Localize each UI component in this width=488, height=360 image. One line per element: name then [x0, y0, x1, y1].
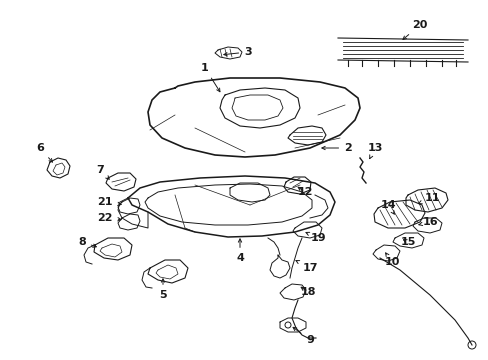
Text: 3: 3: [224, 47, 251, 57]
Text: 7: 7: [96, 165, 109, 179]
Text: 15: 15: [400, 237, 415, 247]
Text: 19: 19: [305, 232, 325, 243]
Text: 14: 14: [379, 200, 395, 214]
Text: 22: 22: [97, 213, 121, 223]
Text: 12: 12: [297, 187, 312, 197]
Text: 21: 21: [97, 197, 121, 207]
Text: 1: 1: [201, 63, 220, 92]
Text: 9: 9: [292, 327, 313, 345]
Text: 18: 18: [300, 287, 315, 297]
Text: 6: 6: [36, 143, 52, 162]
Text: 4: 4: [236, 239, 244, 263]
Text: 13: 13: [366, 143, 382, 159]
Text: 20: 20: [402, 20, 427, 40]
Text: 10: 10: [384, 253, 399, 267]
Text: 5: 5: [159, 279, 166, 300]
Text: 8: 8: [78, 237, 96, 247]
Text: 2: 2: [321, 143, 351, 153]
Text: 17: 17: [295, 261, 317, 273]
Text: 16: 16: [418, 217, 437, 227]
Text: 11: 11: [418, 193, 439, 204]
